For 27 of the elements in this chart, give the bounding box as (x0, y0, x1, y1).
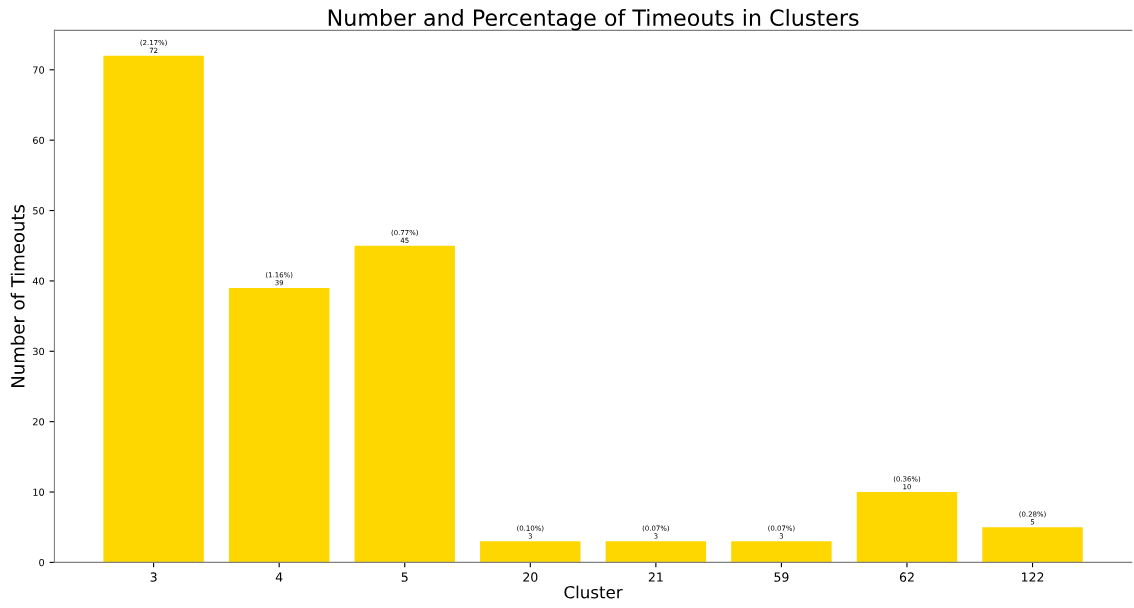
bar (856, 492, 958, 563)
bar (982, 527, 1083, 563)
chart-title: Number and Percentage of Timeouts in Clusters (328, 8, 859, 31)
bar (480, 541, 581, 563)
bar (228, 287, 330, 563)
y-tick-label: 0 (39, 558, 45, 567)
x-tick-label: 4 (275, 572, 283, 582)
x-tick-label: 122 (1021, 572, 1044, 582)
y-tick-label: 60 (33, 136, 45, 145)
x-tick-label: 3 (150, 572, 157, 582)
bar (354, 245, 455, 563)
x-tick-label: 62 (899, 572, 914, 582)
x-tick-label: 5 (401, 572, 408, 582)
y-tick-label: 40 (32, 277, 45, 285)
y-tick-label: 20 (33, 418, 45, 426)
x-tick-label: 59 (774, 572, 789, 582)
y-axis-title: Number of Timeouts (10, 205, 25, 387)
x-axis-title: Cluster (564, 585, 623, 599)
y-tick-label: 10 (33, 488, 45, 496)
x-tick-label: 21 (648, 572, 663, 582)
bar (103, 55, 204, 563)
y-tick-label: 50 (33, 207, 45, 215)
x-tick-label: 20 (523, 572, 538, 582)
y-tick-label: 70 (33, 66, 45, 74)
bar (605, 541, 707, 563)
y-tick-label: 30 (33, 347, 45, 356)
bar (731, 541, 832, 563)
